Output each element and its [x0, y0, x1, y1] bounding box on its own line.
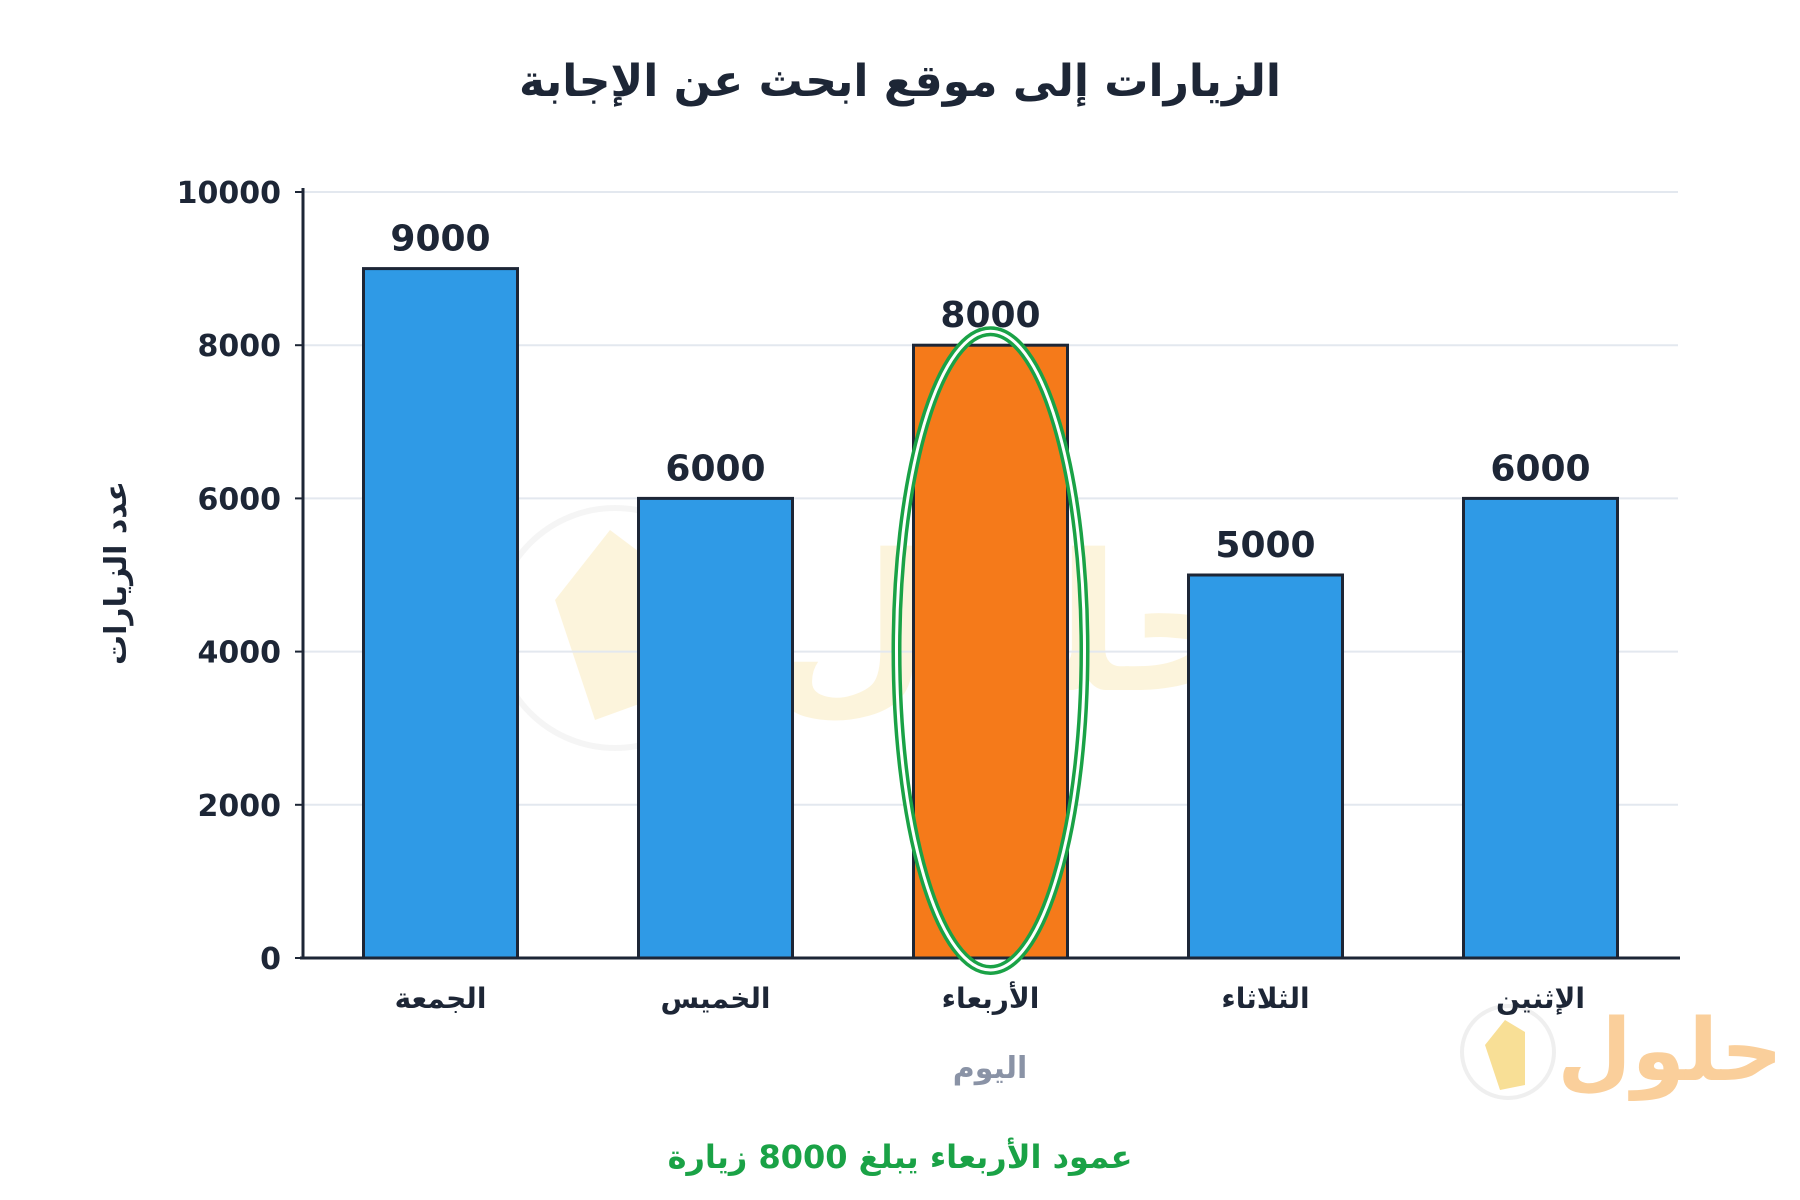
value-label: 6000 — [665, 448, 765, 489]
y-tick-labels: 0 2000 4000 6000 8000 10000 — [177, 176, 281, 977]
bar — [1462, 496, 1619, 960]
watermark-corner: حلول — [1460, 1001, 1783, 1101]
x-tick-label: الجمعة — [395, 982, 487, 1015]
bars — [362, 267, 1619, 960]
value-label: 9000 — [390, 219, 490, 260]
chart-caption: عمود الأربعاء يبلغ 8000 زيارة — [668, 1137, 1133, 1176]
y-tick-label: 10000 — [177, 176, 281, 211]
bar — [362, 267, 519, 960]
x-tick-label: الإثنين — [1496, 982, 1585, 1015]
watermark-book-icon — [555, 530, 650, 720]
y-tick-label: 4000 — [198, 636, 282, 671]
value-label: 6000 — [1490, 448, 1590, 489]
bar-highlighted — [912, 343, 1069, 960]
y-tick-label: 0 — [260, 942, 281, 977]
watermark-corner-text: حلول — [1557, 1001, 1783, 1101]
y-tick-label: 8000 — [198, 329, 282, 364]
bar — [1187, 573, 1344, 960]
x-tick-label: الخميس — [660, 982, 770, 1015]
x-tick-labels: الجمعة الخميس الأربعاء الثلاثاء الإثنين — [395, 981, 1585, 1015]
x-tick-label: الثلاثاء — [1221, 982, 1309, 1015]
value-label: 5000 — [1215, 525, 1315, 566]
chart-title: الزيارات إلى موقع ابحث عن الإجابة — [519, 56, 1281, 107]
y-tick-label: 2000 — [198, 789, 282, 824]
x-tick-label: الأربعاء — [942, 981, 1040, 1015]
watermark-center: حلول — [492, 505, 1264, 751]
y-axis-title: عدد الزيارات — [99, 481, 134, 665]
watermark-corner-book-icon — [1485, 1020, 1525, 1090]
bar — [637, 496, 794, 960]
x-axis-title: اليوم — [953, 1051, 1028, 1086]
highlight-ring-inner — [895, 329, 1086, 972]
y-tick-label: 6000 — [198, 482, 282, 517]
highlight-ring — [891, 326, 1090, 975]
